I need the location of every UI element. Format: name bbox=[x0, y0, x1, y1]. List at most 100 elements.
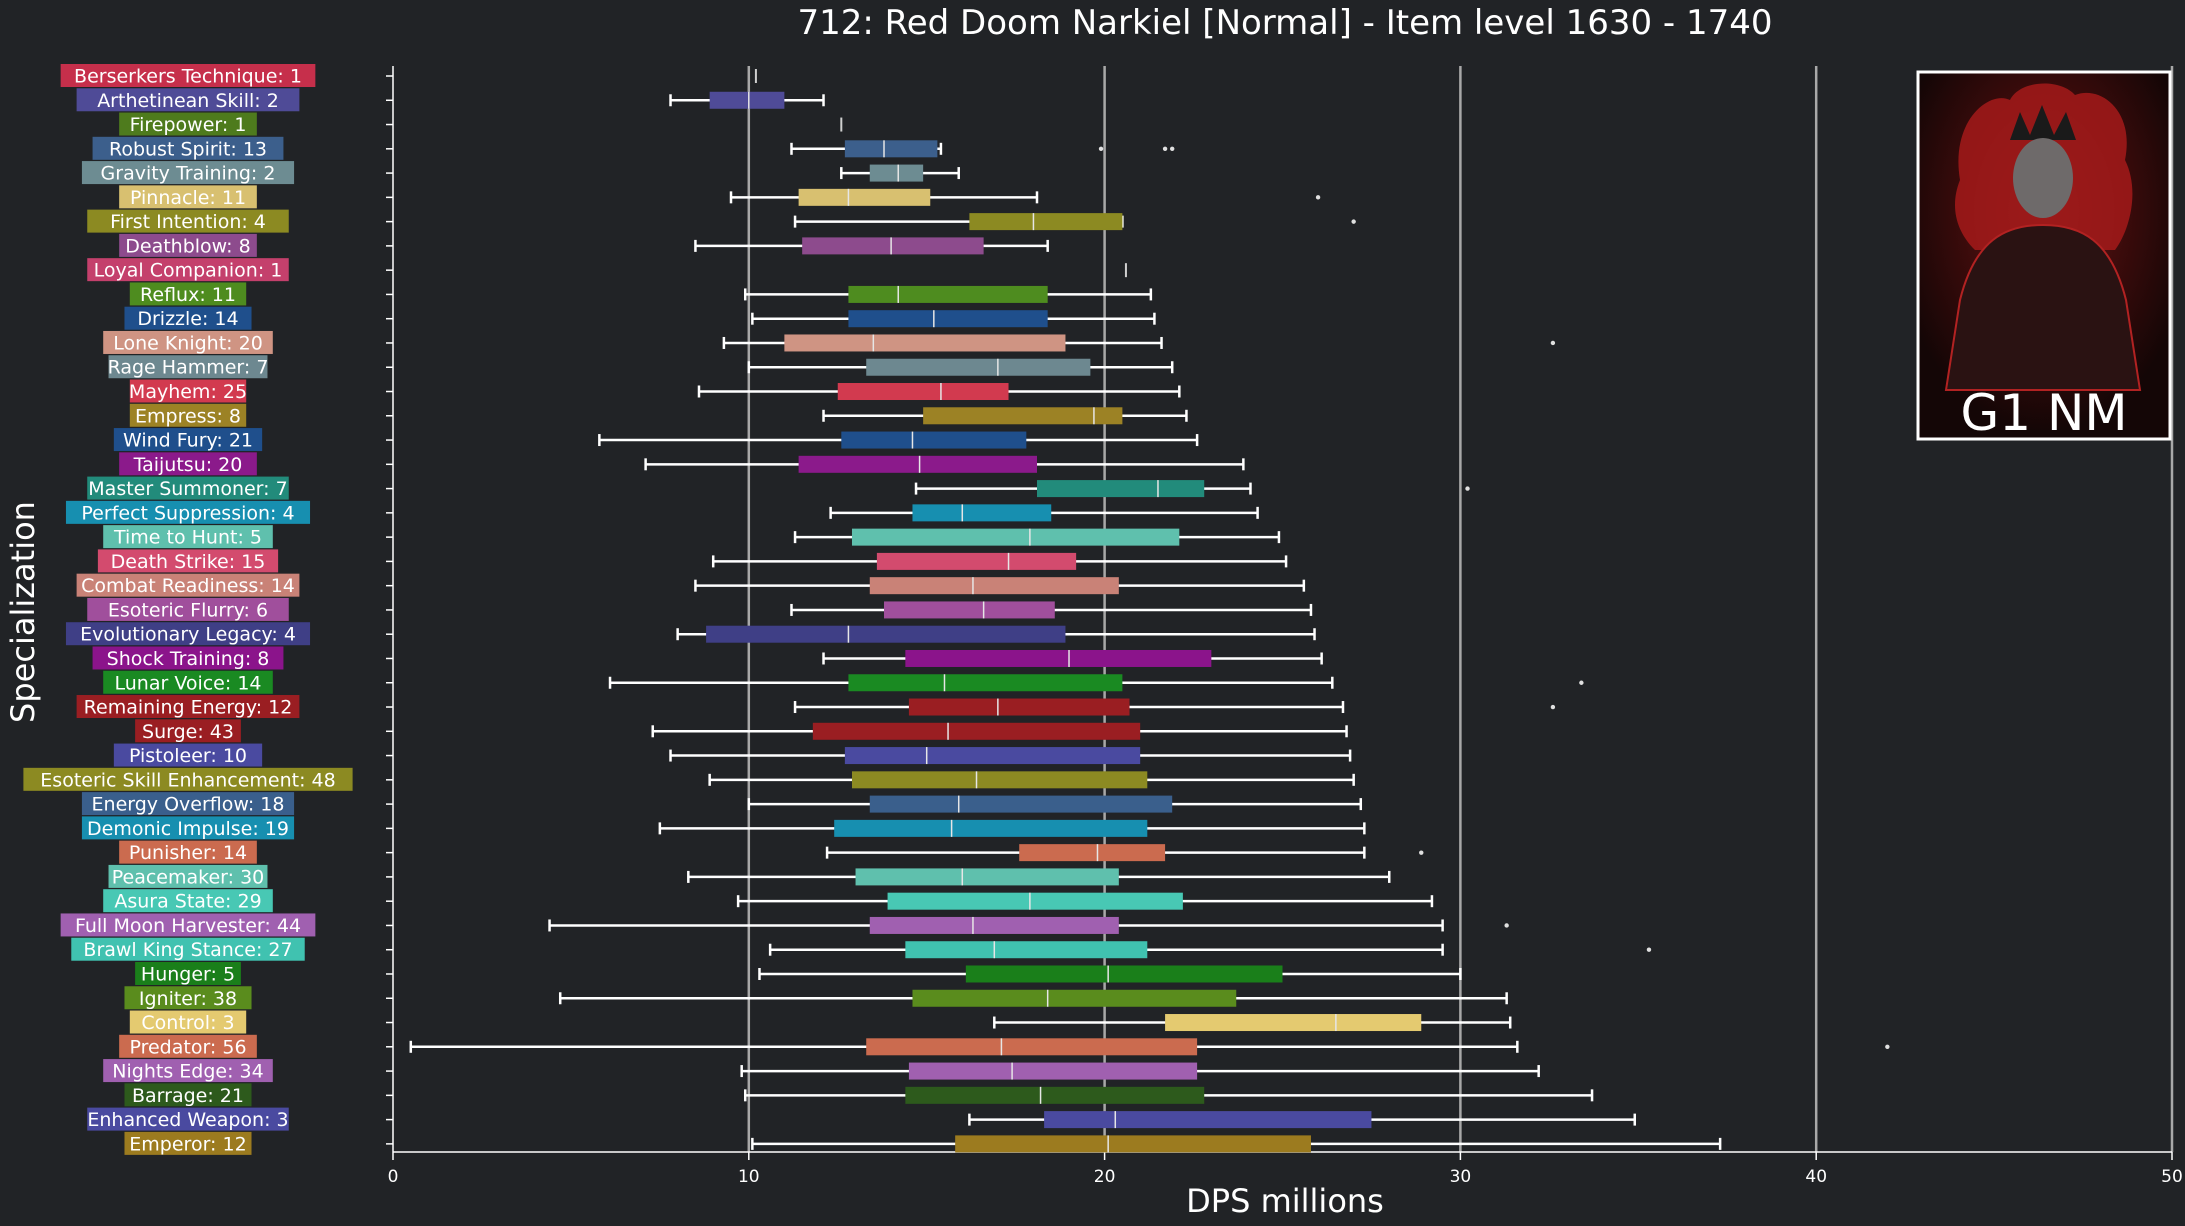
category-label: Full Moon Harvester: 44 bbox=[75, 915, 301, 937]
box-body bbox=[876, 552, 1077, 570]
box-plot-item bbox=[793, 698, 1556, 716]
category-label: Deathblow: 8 bbox=[125, 235, 250, 257]
category-label-bg bbox=[87, 597, 289, 621]
box-body bbox=[923, 407, 1123, 425]
box-body bbox=[912, 989, 1237, 1007]
category-label-bg bbox=[119, 112, 257, 136]
category-label-bg bbox=[23, 767, 353, 791]
box-plot-item bbox=[558, 989, 1508, 1007]
category-label-bg bbox=[81, 161, 295, 185]
box-body bbox=[844, 747, 1141, 765]
box-body bbox=[955, 1135, 1311, 1153]
x-tick-label: 50 bbox=[2161, 1167, 2183, 1187]
box-plot-item bbox=[968, 1111, 1636, 1129]
box-plot-item bbox=[793, 213, 1356, 231]
box-plot-item bbox=[790, 140, 1175, 158]
outlier-point bbox=[1550, 340, 1556, 346]
category-label: Empress: 8 bbox=[135, 405, 241, 427]
box-plot-item bbox=[694, 577, 1306, 595]
category-label-bg bbox=[119, 233, 257, 257]
category-label-bg bbox=[76, 695, 300, 719]
box-body bbox=[905, 1086, 1205, 1104]
box-plot-item bbox=[548, 916, 1509, 934]
box-plot-item bbox=[747, 358, 1174, 376]
category-label: Barrage: 21 bbox=[132, 1085, 244, 1107]
box-body bbox=[837, 383, 1009, 401]
category-label-bg bbox=[60, 913, 316, 937]
x-tick-label: 10 bbox=[738, 1167, 760, 1187]
box-plot-item bbox=[747, 795, 1363, 813]
outlier-point bbox=[1550, 704, 1556, 710]
category-label-bg bbox=[129, 403, 247, 427]
category-label: Asura State: 29 bbox=[114, 891, 261, 913]
box-plot-item bbox=[658, 819, 1366, 837]
outlier-point bbox=[1098, 146, 1104, 152]
category-label-bg bbox=[135, 961, 241, 985]
box-body bbox=[1165, 1014, 1422, 1032]
box-plot-item bbox=[669, 91, 825, 109]
box-plot-item bbox=[644, 455, 1245, 473]
box-body bbox=[905, 649, 1212, 667]
box-body bbox=[1036, 480, 1205, 498]
box-body bbox=[866, 358, 1091, 376]
category-label: Pistoleer: 10 bbox=[129, 745, 247, 767]
category-label: Emperor: 12 bbox=[129, 1133, 246, 1155]
outlier-point bbox=[1170, 146, 1175, 152]
box-series bbox=[409, 69, 1890, 1153]
box-body bbox=[851, 528, 1180, 546]
category-label: Taijutsu: 20 bbox=[133, 454, 243, 476]
box-plot-item bbox=[409, 1038, 1890, 1056]
box-plot-item bbox=[711, 552, 1288, 570]
box-plot-item bbox=[676, 625, 1316, 643]
category-label-bg bbox=[119, 452, 257, 476]
box-plot-item bbox=[993, 1014, 1512, 1032]
box-body bbox=[848, 674, 1123, 692]
box-plot-item bbox=[751, 310, 1156, 328]
box-plot-item bbox=[722, 334, 1556, 352]
x-tick-label: 40 bbox=[1805, 1167, 1827, 1187]
category-label: Esoteric Skill Enhancement: 48 bbox=[40, 769, 335, 791]
box-plot-item bbox=[694, 237, 1049, 255]
portrait-face bbox=[2013, 138, 2073, 218]
box-body bbox=[841, 431, 1027, 449]
outlier-point bbox=[1162, 146, 1168, 152]
box-body bbox=[869, 916, 1119, 934]
category-label: Master Summoner: 7 bbox=[88, 478, 287, 500]
box-plot-item bbox=[669, 747, 1352, 765]
box-plot-item bbox=[751, 1135, 1722, 1153]
category-label: Robust Spirit: 13 bbox=[109, 138, 267, 160]
category-label: Remaining Energy: 12 bbox=[84, 697, 293, 719]
box-plot-item bbox=[598, 431, 1199, 449]
box-plot-item bbox=[825, 844, 1424, 862]
category-label: Combat Readiness: 14 bbox=[81, 575, 295, 597]
category-label-bg bbox=[81, 792, 295, 816]
category-label-bg bbox=[103, 525, 273, 549]
category-label: Berserkers Technique: 1 bbox=[74, 66, 302, 88]
category-label-bg bbox=[76, 88, 300, 112]
category-label-bg bbox=[103, 889, 273, 913]
category-label-bg bbox=[92, 136, 284, 160]
outlier-point bbox=[1465, 486, 1470, 491]
category-label-bg bbox=[65, 622, 311, 646]
category-label-bg bbox=[129, 282, 247, 306]
category-label-bg bbox=[97, 549, 279, 573]
box-plot-item bbox=[914, 480, 1470, 498]
x-axis-label: DPS millions bbox=[1186, 1182, 1384, 1220]
category-label: Surge: 43 bbox=[142, 721, 234, 743]
category-label-bg bbox=[60, 64, 316, 87]
outlier-point bbox=[1885, 1044, 1890, 1050]
box-plot-item bbox=[687, 868, 1391, 886]
x-tick-label: 20 bbox=[1094, 1167, 1116, 1187]
category-label: Gravity Training: 2 bbox=[101, 163, 276, 185]
category-label-bg bbox=[129, 379, 247, 403]
box-body bbox=[869, 164, 924, 182]
box-plot-item bbox=[736, 892, 1434, 910]
box-body bbox=[1019, 844, 1166, 862]
category-label-bg bbox=[113, 428, 263, 452]
category-label-bg bbox=[113, 743, 263, 767]
box-plot-item bbox=[651, 722, 1348, 740]
category-label: Wind Fury: 21 bbox=[123, 430, 253, 452]
box-body bbox=[869, 795, 1173, 813]
category-label: Peacemaker: 30 bbox=[112, 866, 265, 888]
box-body bbox=[969, 213, 1123, 231]
